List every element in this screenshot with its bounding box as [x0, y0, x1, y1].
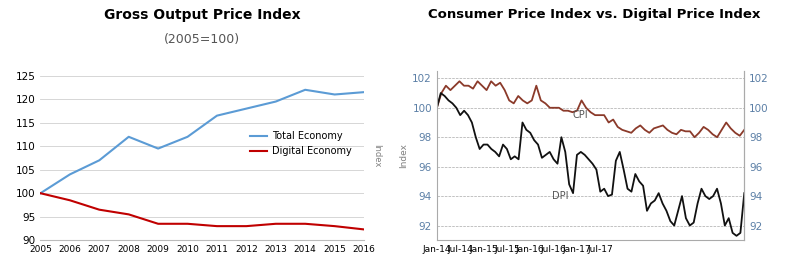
Text: CPI: CPI [572, 110, 587, 120]
Digital Economy [95, 208, 104, 211]
Total Economy [330, 93, 340, 96]
Digital Economy [242, 224, 252, 228]
Digital Economy [271, 222, 281, 225]
Legend: Total Economy, Digital Economy: Total Economy, Digital Economy [246, 127, 356, 160]
Total Economy [95, 159, 104, 162]
Digital Economy [65, 199, 74, 202]
Total Economy [36, 192, 45, 195]
Total Economy [65, 173, 74, 176]
Digital Economy [300, 222, 310, 225]
Text: Consumer Price Index vs. Digital Price Index: Consumer Price Index vs. Digital Price I… [429, 8, 760, 21]
Total Economy [183, 135, 193, 138]
Total Economy [359, 90, 369, 94]
Digital Economy [359, 228, 369, 231]
Digital Economy [124, 213, 133, 216]
Total Economy [300, 88, 310, 91]
Digital Economy [183, 222, 193, 225]
Y-axis label: Index: Index [372, 144, 381, 167]
Line: Digital Economy: Digital Economy [40, 193, 364, 229]
Y-axis label: Index: Index [399, 143, 408, 168]
Digital Economy [212, 224, 222, 228]
Line: Total Economy: Total Economy [40, 90, 364, 193]
Digital Economy [330, 224, 340, 228]
Total Economy [153, 147, 163, 150]
Text: Gross Output Price Index: Gross Output Price Index [104, 8, 301, 22]
Total Economy [124, 135, 133, 138]
Digital Economy [153, 222, 163, 225]
Total Economy [212, 114, 222, 117]
Total Economy [242, 107, 252, 110]
Digital Economy [36, 192, 45, 195]
Total Economy [271, 100, 281, 103]
Text: (2005=100): (2005=100) [164, 33, 240, 46]
Text: DPI: DPI [552, 191, 568, 201]
